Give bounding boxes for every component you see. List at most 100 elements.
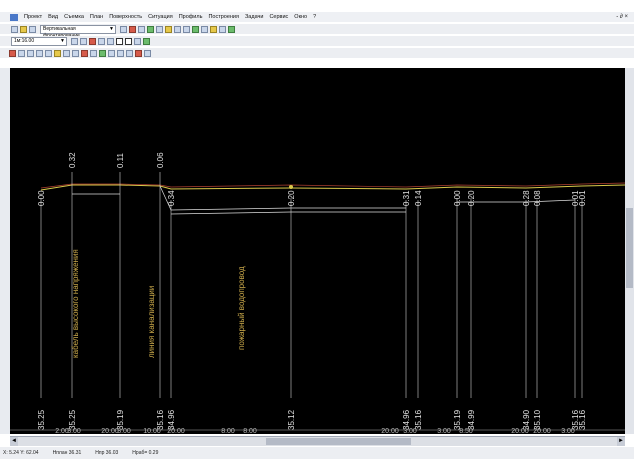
- bottom-value-label: 35.19: [116, 409, 125, 430]
- profile-drawing: 0.00 0.32 0.11 0.06 0.34 0.20 0.31 0.14 0.00 0.20…: [10, 152, 625, 434]
- fit-icon[interactable]: [80, 37, 87, 45]
- tool-icon[interactable]: [54, 49, 61, 57]
- layer-icon[interactable]: [120, 25, 127, 33]
- tool-icon[interactable]: [108, 49, 115, 57]
- refresh-icon[interactable]: [143, 37, 150, 45]
- top-value-label: 0.20: [467, 190, 476, 206]
- chart-icon[interactable]: [210, 25, 217, 33]
- distance-label: 3.00: [561, 428, 575, 434]
- distance-label: 20.00: [381, 428, 399, 434]
- top-value-label: 0.01: [571, 190, 580, 206]
- scale-dropdown[interactable]: 1м:16.00 ▼: [11, 36, 67, 46]
- distance-label: 2.00: [55, 428, 69, 434]
- menu-window[interactable]: Окно: [294, 14, 308, 20]
- top-value-label: 0.34: [167, 190, 176, 206]
- polar-icon[interactable]: [134, 37, 141, 45]
- horizontal-scrollbar-thumb[interactable]: [266, 438, 411, 445]
- menu-constructions[interactable]: Построения: [208, 14, 239, 20]
- toolbar-scale: 1м:16.00 ▼: [0, 36, 634, 46]
- menu-plan[interactable]: План: [89, 14, 104, 20]
- distance-label: 8.00: [243, 428, 257, 434]
- snap-icon[interactable]: [116, 37, 123, 45]
- menu-tasks[interactable]: Задачи: [244, 14, 264, 20]
- globe-icon[interactable]: [228, 25, 235, 33]
- tool-icon[interactable]: [126, 49, 133, 57]
- top-value-label: 0.32: [68, 152, 77, 168]
- bottom-value-label: 35.10: [533, 409, 542, 430]
- profile-canvas[interactable]: 0.00 0.32 0.11 0.06 0.34 0.20 0.31 0.14 0.00 0.20…: [10, 68, 625, 434]
- distance-label: 3.00: [67, 428, 81, 434]
- bottom-value-label: 35.12: [287, 409, 296, 430]
- distance-label: 20.00: [533, 428, 551, 434]
- tool-icon[interactable]: [27, 49, 34, 57]
- text-icon[interactable]: [107, 37, 114, 45]
- scroll-right-icon[interactable]: ►: [617, 437, 625, 446]
- zoom-in-icon[interactable]: [174, 25, 181, 33]
- add-point-icon[interactable]: [147, 25, 154, 33]
- vertical-scrollbar-thumb[interactable]: [626, 208, 633, 288]
- menu-service[interactable]: Сервис: [269, 14, 289, 20]
- status-h-plan: Нплан 36.31: [52, 450, 82, 456]
- menu-view[interactable]: Вид: [48, 14, 59, 20]
- mode-dropdown[interactable]: Вертикальная фронтирование ▼: [40, 24, 116, 39]
- tool-icon[interactable]: [18, 49, 25, 57]
- menu-survey[interactable]: Съемка: [64, 14, 84, 20]
- bottom-value-label: 34.99: [467, 409, 476, 430]
- feature-label: линия канализации: [147, 286, 156, 358]
- feature-label: кабель высокого напряжения: [71, 249, 80, 358]
- open-icon[interactable]: [20, 25, 27, 33]
- tool-icon[interactable]: [90, 49, 97, 57]
- menu-situation[interactable]: Ситуация: [148, 14, 173, 20]
- app-icon: [10, 13, 18, 21]
- tool-icon[interactable]: [144, 49, 151, 57]
- tool-icon[interactable]: [135, 49, 142, 57]
- left-panel: [0, 68, 10, 434]
- distance-label: 20.00: [101, 428, 119, 434]
- grid-icon[interactable]: [156, 25, 163, 33]
- tool-icon[interactable]: [99, 49, 106, 57]
- menu-surface[interactable]: Поверхность: [109, 14, 143, 20]
- surface-icon[interactable]: [192, 25, 199, 33]
- grid2-icon[interactable]: [219, 25, 226, 33]
- distance-label: 10.00: [143, 428, 161, 434]
- save-icon[interactable]: [29, 25, 36, 33]
- tool-icon[interactable]: [36, 49, 43, 57]
- scroll-left-icon[interactable]: ◄: [10, 437, 18, 446]
- bottom-value-label: 35.16: [156, 409, 165, 430]
- toolbar-main: Вертикальная фронтирование ▼: [0, 24, 634, 39]
- zoom-out-icon[interactable]: [183, 25, 190, 33]
- profile-red-icon[interactable]: [9, 49, 16, 57]
- status-h-work: Нраб= 0.29: [132, 450, 159, 456]
- horizontal-scrollbar[interactable]: ◄ ►: [10, 436, 625, 446]
- tool-icon[interactable]: [63, 49, 70, 57]
- ortho-icon[interactable]: [125, 37, 132, 45]
- status-bar: Х: 5.24 Y: 62.04 Нплан 36.31 Нпр 36.03 Н…: [0, 447, 634, 459]
- chevron-down-icon: ▼: [109, 25, 114, 32]
- vertical-scrollbar[interactable]: [625, 68, 634, 434]
- erase-icon[interactable]: [129, 25, 136, 33]
- table-icon[interactable]: [201, 25, 208, 33]
- menu-profile[interactable]: Профиль: [178, 14, 203, 20]
- window-controls[interactable]: - ∂ ×: [616, 14, 628, 20]
- tool-icon[interactable]: [81, 49, 88, 57]
- menu-project[interactable]: Проект: [24, 14, 43, 20]
- tool-icon[interactable]: [72, 49, 79, 57]
- pan-icon[interactable]: [71, 37, 78, 45]
- menu-help[interactable]: ?: [313, 14, 317, 20]
- bottom-value-label: 35.25: [68, 409, 77, 430]
- tool-icon[interactable]: [117, 49, 124, 57]
- delete-icon[interactable]: [89, 37, 96, 45]
- bottom-value-label: 34.96: [402, 409, 411, 430]
- feature-label: пожарный водопровод: [237, 266, 246, 350]
- top-value-label: 0.00: [37, 190, 46, 206]
- tool-icon[interactable]: [45, 49, 52, 57]
- mode-dropdown-value: Вертикальная фронтирование: [43, 25, 80, 39]
- utility-line: [170, 211, 406, 215]
- pencil-icon[interactable]: [165, 25, 172, 33]
- top-value-label: 0.20: [287, 190, 296, 206]
- cursor-icon[interactable]: [138, 25, 145, 33]
- top-value-label: 0.31: [402, 190, 411, 206]
- measure-icon[interactable]: [98, 37, 105, 45]
- chevron-down-icon: ▼: [60, 37, 65, 44]
- new-icon[interactable]: [11, 25, 18, 33]
